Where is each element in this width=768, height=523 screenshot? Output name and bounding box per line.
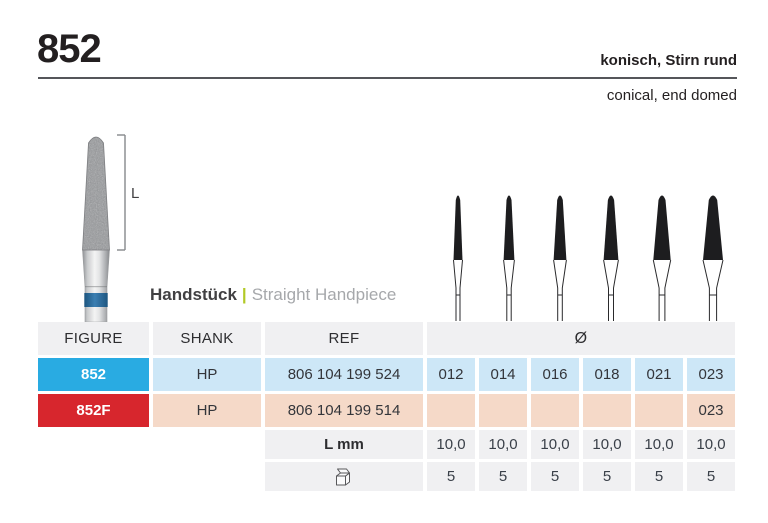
diameter-value — [427, 394, 475, 427]
bur-silhouette-012 — [453, 195, 463, 321]
shape-description-english: conical, end domed — [606, 87, 737, 104]
empty-cell — [38, 430, 149, 459]
length-value: 10,0 — [479, 430, 527, 459]
diameter-value — [531, 394, 579, 427]
handpiece-caption: Handstück | Straight Handpiece — [150, 285, 396, 305]
shank-value: HP — [153, 394, 261, 427]
package-icon — [336, 468, 350, 485]
length-value: 10,0 — [427, 430, 475, 459]
bur-silhouette-018 — [603, 195, 619, 321]
diameter-value — [583, 394, 631, 427]
length-label: L — [131, 185, 139, 202]
empty-cell — [38, 462, 149, 491]
bur-silhouette-021 — [652, 195, 672, 321]
length-value: 10,0 — [583, 430, 631, 459]
col-header-shank: SHANK — [153, 322, 261, 355]
bur-silhouette-016 — [553, 195, 567, 321]
diameter-value: 023 — [687, 394, 735, 427]
bur-silhouette-014 — [503, 195, 515, 321]
col-header-diameter: Ø — [427, 322, 735, 355]
pack-quantity: 5 — [687, 462, 735, 491]
bur-silhouette-023 — [702, 195, 724, 321]
handpiece-label-de: Handstück — [150, 285, 237, 304]
header-divider — [38, 77, 737, 79]
ref-value: 806 104 199 524 — [265, 358, 423, 391]
shape-description-german: konisch, Stirn rund — [600, 52, 737, 69]
diameter-value — [479, 394, 527, 427]
empty-cell — [153, 462, 261, 491]
ref-value: 806 104 199 514 — [265, 394, 423, 427]
col-header-ref: REF — [265, 322, 423, 355]
diamond-head — [82, 137, 110, 250]
diameter-value: 016 — [531, 358, 579, 391]
diameter-value: 012 — [427, 358, 475, 391]
pack-quantity: 5 — [635, 462, 683, 491]
figure-badge-852f: 852F — [38, 394, 149, 427]
diameter-value: 018 — [583, 358, 631, 391]
pack-quantity: 5 — [427, 462, 475, 491]
pack-quantity: 5 — [479, 462, 527, 491]
diameter-value: 023 — [687, 358, 735, 391]
pack-quantity: 5 — [531, 462, 579, 491]
diameter-value: 014 — [479, 358, 527, 391]
length-value: 10,0 — [531, 430, 579, 459]
length-bracket — [117, 134, 126, 251]
diameter-value: 021 — [635, 358, 683, 391]
handpiece-label-en: Straight Handpiece — [251, 285, 397, 304]
diamond-bur-illustration: L — [82, 134, 139, 323]
length-value: 10,0 — [687, 430, 735, 459]
length-row-label: L mm — [265, 430, 423, 459]
shank-value: HP — [153, 358, 261, 391]
empty-cell — [153, 430, 261, 459]
caption-separator: | — [241, 285, 247, 304]
product-table: FIGURE SHANK REF Ø 852 HP 806 104 199 52… — [38, 322, 735, 491]
length-value: 10,0 — [635, 430, 683, 459]
shank-blue-band — [84, 293, 108, 307]
pack-quantity: 5 — [583, 462, 631, 491]
diameter-value — [635, 394, 683, 427]
pack-row-label — [265, 462, 423, 491]
col-header-figure: FIGURE — [38, 322, 149, 355]
page-title: 852 — [37, 27, 102, 71]
figure-badge-852: 852 — [38, 358, 149, 391]
